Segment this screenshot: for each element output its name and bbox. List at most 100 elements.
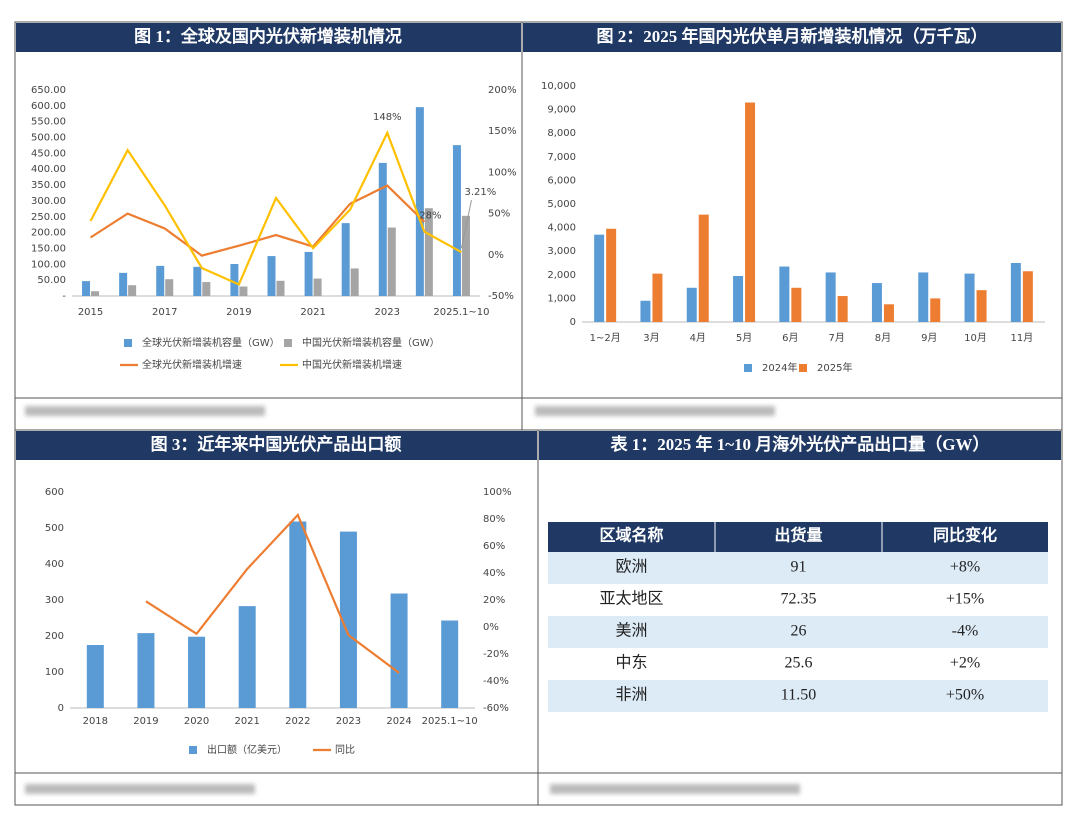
- bar: [733, 275, 744, 322]
- bar: [239, 286, 248, 296]
- bar: [91, 291, 100, 296]
- table-header: 同比变化: [933, 526, 997, 545]
- x-tick-label: 10月: [964, 332, 987, 344]
- y2-tick-label: 0%: [483, 622, 499, 633]
- legend-label: 中国光伏新增装机增速: [302, 358, 402, 371]
- y-tick-label: 600.00: [31, 101, 66, 112]
- y2-tick-label: 200%: [488, 85, 517, 96]
- panel-title: 表 1：2025 年 1~10 月海外光伏产品出口量（GW）: [610, 434, 989, 454]
- y-tick-label: 650.00: [31, 85, 66, 96]
- line-series: [145, 512, 400, 674]
- y-tick-label: 9,000: [547, 105, 576, 116]
- table-cell: 25.6: [785, 655, 813, 672]
- bar: [441, 620, 459, 708]
- bar: [918, 272, 929, 322]
- table-cell: +2%: [950, 655, 980, 672]
- x-tick-label: 4月: [690, 332, 706, 344]
- legend-swatch: [799, 364, 807, 372]
- bar: [267, 256, 276, 296]
- x-tick-label: 2025.1~10: [422, 716, 478, 727]
- table-row-bg: [548, 648, 1048, 680]
- x-tick-label: 2023: [375, 307, 400, 318]
- legend-swatch: [124, 339, 132, 347]
- line-series: [89, 184, 426, 257]
- bar: [976, 290, 987, 322]
- y2-tick-label: -50%: [488, 291, 514, 302]
- legend-label: 中国光伏新增装机容量（GW）: [302, 336, 440, 349]
- legend-label: 全球光伏新增装机容量（GW）: [142, 336, 280, 349]
- x-tick-label: 2018: [83, 716, 108, 727]
- bar: [289, 521, 307, 708]
- x-tick-label: 2020: [184, 716, 209, 727]
- bar: [238, 606, 256, 708]
- bar: [871, 283, 882, 322]
- y2-tick-label: 150%: [488, 126, 517, 137]
- x-tick-label: 7月: [828, 332, 844, 344]
- y-tick-label: 2,000: [547, 270, 576, 281]
- x-tick-label: 8月: [875, 332, 891, 344]
- y-tick-label: 400: [45, 559, 64, 570]
- bar: [202, 282, 211, 296]
- bar: [86, 645, 104, 708]
- table-header: 出货量: [774, 526, 822, 545]
- x-tick-label: 2025.1~10: [433, 307, 489, 318]
- bar: [1010, 263, 1021, 322]
- table-cell: 72.35: [781, 591, 817, 608]
- y-tick-label: 500: [45, 523, 64, 534]
- x-tick-label: 11月: [1010, 332, 1033, 344]
- table-cell: +8%: [950, 559, 980, 576]
- y-tick-label: 0: [570, 317, 576, 328]
- x-tick-label: 2019: [226, 307, 251, 318]
- bar: [791, 287, 802, 322]
- bar: [137, 633, 155, 708]
- table-header: 区域名称: [599, 526, 663, 545]
- blurred-sources: [25, 406, 800, 794]
- x-tick-label: 5月: [736, 332, 752, 344]
- bar: [165, 279, 174, 296]
- bar: [606, 228, 617, 322]
- y-tick-label: -: [62, 291, 66, 302]
- legend-swatch: [284, 339, 292, 347]
- y-tick-label: 7,000: [547, 152, 576, 163]
- bar: [188, 636, 206, 708]
- y-tick-label: 4,000: [547, 223, 576, 234]
- y-tick-label: 3,000: [547, 246, 576, 257]
- y-tick-label: 550.00: [31, 117, 66, 128]
- data-label: 3.21%: [464, 187, 496, 198]
- bar: [387, 227, 396, 296]
- table-row-bg: [548, 552, 1048, 584]
- legend-swatch: [744, 364, 752, 372]
- x-tick-label: 2015: [78, 307, 103, 318]
- table-cell: 非洲: [615, 686, 647, 704]
- bar: [1022, 271, 1033, 322]
- y2-tick-label: 60%: [483, 541, 505, 552]
- bar: [779, 266, 790, 322]
- x-tick-label: 2019: [133, 716, 158, 727]
- x-tick-label: 2022: [285, 716, 310, 727]
- bar: [652, 273, 663, 322]
- y-tick-label: 200: [45, 631, 64, 642]
- legend-label: 出口额（亿美元）: [207, 743, 287, 756]
- x-tick-label: 6月: [782, 332, 798, 344]
- legend-label: 2024年: [762, 361, 797, 374]
- y-tick-label: 200.00: [31, 228, 66, 239]
- y-tick-label: 0: [58, 703, 64, 714]
- bar: [837, 296, 848, 322]
- x-tick-label: 2021: [300, 307, 325, 318]
- bar: [452, 145, 461, 296]
- x-tick-label: 2021: [234, 716, 259, 727]
- bar: [378, 162, 387, 296]
- table-cell: +15%: [946, 591, 984, 608]
- leader-line: [460, 200, 472, 249]
- bar: [745, 102, 756, 323]
- table-cell: 欧洲: [615, 558, 647, 576]
- table-row-bg: [548, 616, 1048, 648]
- data-label: 28%: [419, 211, 441, 222]
- bar: [276, 280, 285, 296]
- data-label: 148%: [373, 112, 402, 123]
- bar: [883, 304, 894, 322]
- bar: [686, 287, 697, 322]
- bar: [640, 300, 651, 322]
- y2-tick-label: -40%: [483, 676, 509, 687]
- y-tick-label: 1,000: [547, 293, 576, 304]
